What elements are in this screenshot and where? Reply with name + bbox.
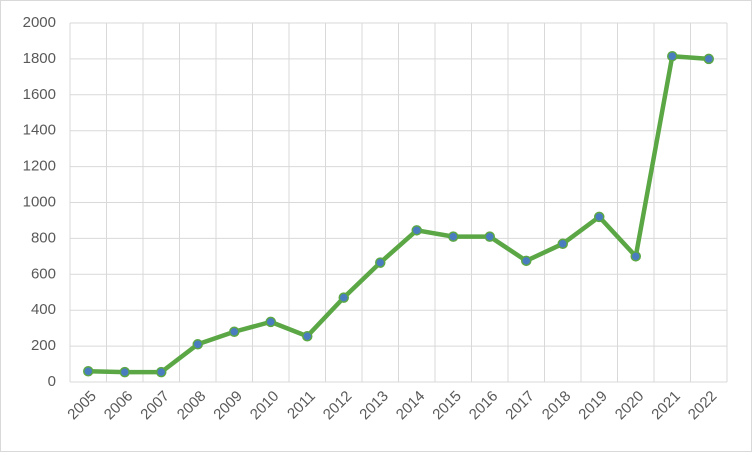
y-tick-label: 1400 (23, 122, 56, 139)
y-tick-label: 2000 (23, 14, 56, 31)
point (338, 292, 349, 303)
point (83, 365, 94, 377)
y-tick-label: 400 (31, 301, 56, 318)
point (265, 316, 276, 328)
y-tick-label: 1200 (23, 158, 56, 175)
y-tick-label: 0 (48, 373, 56, 390)
point (375, 257, 386, 268)
point (411, 225, 422, 236)
y-tick-label: 1000 (23, 193, 56, 210)
point (594, 211, 605, 223)
point (484, 231, 495, 242)
point (302, 330, 313, 342)
y-tick-label: 1600 (23, 86, 56, 103)
point (229, 326, 240, 337)
point (667, 50, 678, 62)
point (630, 251, 641, 262)
y-tick-label: 200 (31, 337, 56, 354)
y-tick-label: 1800 (23, 50, 56, 67)
line (88, 53, 709, 375)
point (119, 366, 130, 378)
point (703, 53, 714, 65)
y-tick-label: 800 (31, 229, 56, 246)
point (156, 366, 167, 378)
point (557, 238, 568, 250)
point (192, 339, 203, 350)
y-tick-label: 600 (31, 265, 56, 282)
point (521, 255, 532, 267)
point (448, 231, 459, 242)
